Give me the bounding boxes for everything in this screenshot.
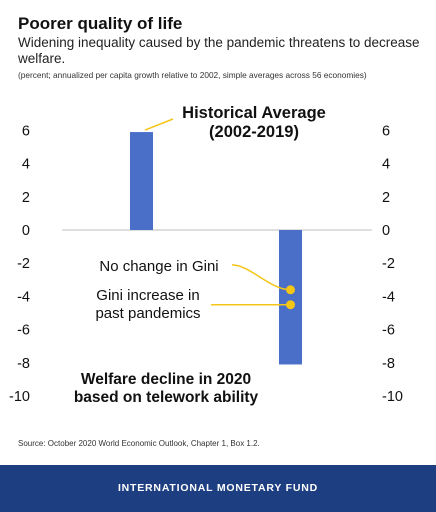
y-tick-right: -10	[382, 389, 403, 405]
y-tick-left: 2	[22, 190, 30, 206]
annotation-gini-increase: Gini increase in	[96, 287, 199, 304]
annotation-no-change: No change in Gini	[99, 258, 218, 275]
annotation-gini-increase: past pandemics	[95, 305, 200, 322]
chart-note: (percent; annualized per capita growth r…	[18, 70, 367, 80]
y-tick-right: 0	[382, 223, 390, 239]
source-note: Source: October 2020 World Economic Outl…	[18, 439, 260, 448]
y-tick-left: -2	[17, 256, 30, 272]
y-tick-left: -4	[17, 289, 30, 305]
y-tick-left: 0	[22, 223, 30, 239]
y-tick-right: -8	[382, 356, 395, 372]
bar	[279, 230, 302, 365]
annotation-historical: (2002-2019)	[209, 123, 299, 141]
y-tick-left: -10	[9, 389, 30, 405]
leader-line-no-change	[231, 264, 291, 291]
y-tick-right: -2	[382, 256, 395, 272]
annotation-decline: Welfare decline in 2020	[81, 371, 251, 388]
chart-header: Poorer quality of life Widening inequali…	[18, 14, 428, 81]
y-tick-right: -6	[382, 323, 395, 339]
y-tick-left: -6	[17, 323, 30, 339]
chart-subtitle: Widening inequality caused by the pandem…	[18, 35, 420, 66]
chart-title: Poorer quality of life	[18, 14, 183, 33]
welfare-chart: 6 6 4 4 2 2 0 0 -2 -2 -4 -4 -6 -6 -8 -8 -10 -10 Historical…	[9, 104, 403, 406]
annotation-historical: Historical Average	[182, 104, 326, 122]
y-tick-left: 4	[22, 157, 30, 173]
data-point	[286, 300, 295, 310]
y-tick-right: 2	[382, 190, 390, 206]
y-tick-right: -4	[382, 289, 395, 305]
y-tick-left: -8	[17, 356, 30, 372]
bar	[130, 132, 153, 230]
y-tick-right: 4	[382, 157, 390, 173]
y-tick-right: 6	[382, 123, 390, 139]
leader-line-historical	[144, 118, 174, 131]
y-tick-left: 6	[22, 123, 30, 139]
data-point	[286, 285, 295, 295]
imf-footer: INTERNATIONAL MONETARY FUND	[0, 465, 436, 512]
annotation-decline: based on telework ability	[74, 389, 259, 406]
